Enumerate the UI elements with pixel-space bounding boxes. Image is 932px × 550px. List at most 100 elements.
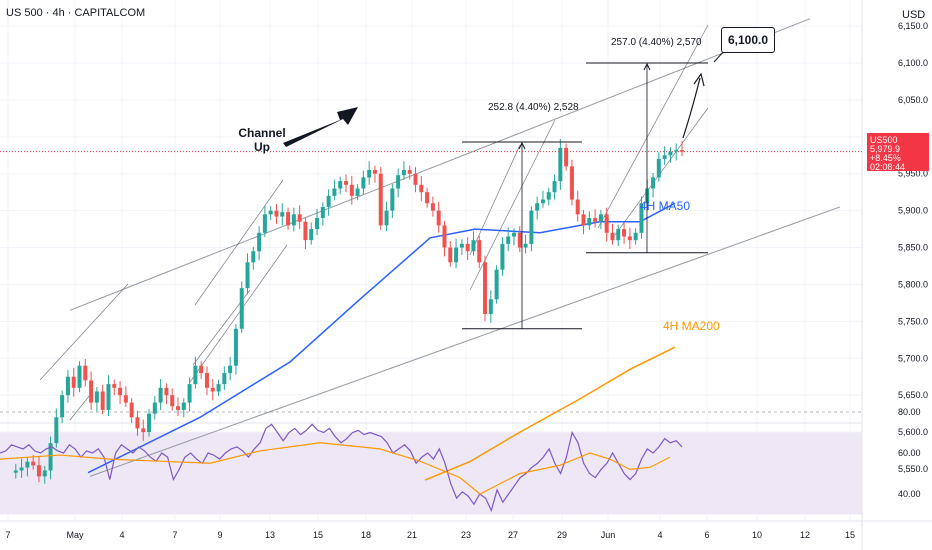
time-tick-label: May [66,530,84,540]
rsi-tick-label: 40.00 [898,489,921,499]
target-arrow [682,77,701,139]
candle-body [170,395,175,407]
candle-body [430,203,435,211]
ma50-label: 4H MA50 [640,199,690,213]
candle-body [291,214,296,226]
candle-body [396,175,401,189]
time-tick-label: 10 [752,530,762,540]
candle-body [239,288,244,329]
candles [13,139,684,484]
candle-body [639,203,644,233]
price-tag-countdown: 02:08:44 [870,162,906,172]
target-callout: 6,100.0 [721,27,775,53]
candle-body [593,218,598,222]
candle-body [326,195,331,207]
measure-arrowhead [518,141,526,150]
price-tick-label: 5,650.0 [898,390,928,400]
price-tick-label: 5,600.0 [898,427,928,437]
candle-body [89,380,94,403]
candle-body [610,232,615,241]
time-tick-label: 29 [557,530,567,540]
price-tick-label: 6,100.0 [898,58,928,68]
candle-body [332,188,337,196]
candle-body [674,150,679,152]
candle-body [622,229,627,237]
candle-body [523,243,528,248]
time-tick-label: 7 [5,530,10,540]
price-tag-change: +8.45% [870,153,901,163]
candle-body [581,214,586,226]
candle-body [135,417,140,429]
candle-body [176,406,180,410]
candle-body [204,373,209,388]
price-tick-label: 6,050.0 [898,95,928,105]
candle-body [442,225,447,248]
price-tick-label: 5,950.0 [898,169,928,179]
price-tag-price: 5,979.9 [870,144,901,154]
price-tick-label: 5,800.0 [898,279,928,289]
candle-body [587,218,592,226]
candle-body [199,365,204,374]
channel-line [89,206,841,477]
candle-body [517,232,522,248]
time-tick-label: Jun [601,530,616,540]
time-tick-label: 4 [657,530,662,540]
candle-body [651,177,656,189]
candle-body [355,188,360,196]
rsi-tick-label: 80.00 [898,407,921,417]
candle-body [83,365,88,381]
candle-body [257,232,262,252]
candle-body [309,229,314,241]
candle-body [13,470,18,473]
candle-body [65,376,70,396]
candle-body [100,391,105,410]
candle-body [31,461,36,466]
candle-body [407,170,412,174]
candle-body [372,170,377,174]
candle-body [506,236,511,244]
candle-body [268,210,273,215]
measure-1-label: 252.8 (4.40%) 2,528 [488,102,579,113]
candle-body [425,192,430,204]
candle-body [552,181,557,193]
candle-body [662,155,667,159]
candle-body [668,151,673,156]
candle-body [627,236,632,241]
time-tick-label: 18 [361,530,371,540]
candle-body [19,467,24,471]
candle-body [448,247,453,263]
candle-body [251,251,256,263]
candle-body [216,384,221,392]
ma200-line [424,346,676,481]
candle-body [436,210,441,226]
candle-body [152,402,157,414]
candle-body [141,428,146,433]
candle-body [297,214,302,222]
candle-body [106,384,111,410]
candle-body [471,240,476,252]
candle-body [228,365,233,374]
candle-body [378,173,383,226]
candle-body [483,262,488,314]
time-tick-label: 15 [313,530,323,540]
measure-2-label: 257.0 (4.40%) 2,570 [611,37,702,48]
candle-body [546,192,551,200]
candle-body [36,465,41,477]
candle-body [500,243,505,270]
currency-label[interactable]: USD [902,9,926,21]
sub-channel-line [597,24,709,229]
ma200-label: 4H MA200 [663,319,720,333]
candle-body [459,243,464,248]
trend-arrow [283,107,358,147]
time-tick-label: 4 [119,530,124,540]
candle-body [280,212,285,217]
candle-body [575,199,580,215]
candle-body [413,173,418,185]
candle-body [315,218,320,230]
price-tag: US500 5,979.9 +8.45% 02:08:44 [867,133,929,172]
candle-body [598,214,603,222]
rsi-tick-label: 60.00 [898,448,921,458]
candle-body [535,203,540,211]
sub-channel-line [614,107,709,236]
